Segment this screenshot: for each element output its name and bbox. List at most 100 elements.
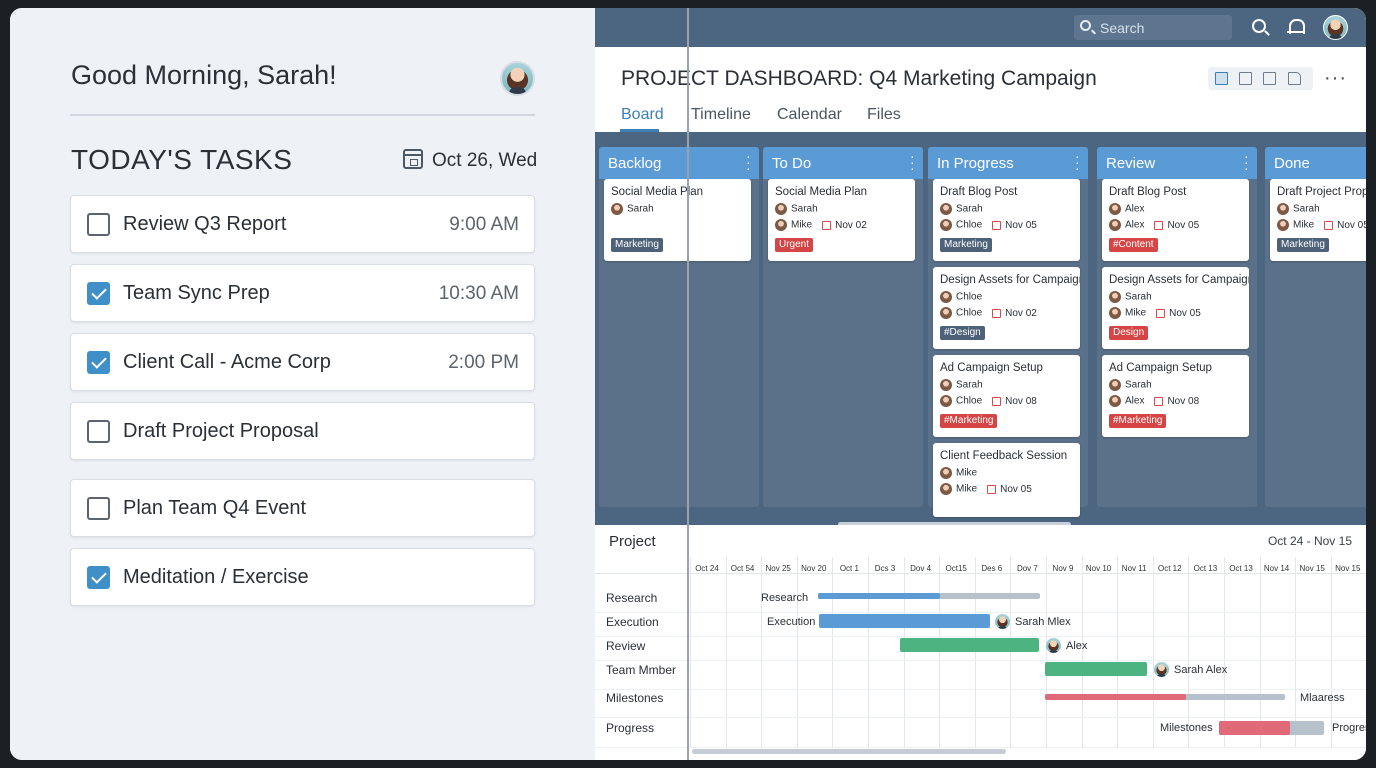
- card-assignee: Alex Nov 08: [1109, 395, 1199, 408]
- tab-timeline[interactable]: Timeline: [691, 106, 751, 123]
- task-card[interactable]: Design Assets for Campaign Chloe Chloe Nov …: [933, 267, 1080, 349]
- column-header: Backlog · · ·: [599, 147, 759, 179]
- gantt-date-label: Nov 20: [801, 564, 827, 573]
- assignee-name: Sarah: [1125, 291, 1152, 303]
- gantt-scrollbar[interactable]: [692, 749, 1006, 754]
- card-title: Draft Project Proposal: [1277, 186, 1366, 198]
- task-item[interactable]: Plan Team Q4 Event: [70, 479, 535, 537]
- tab-board[interactable]: Board: [621, 106, 664, 123]
- task-checkbox[interactable]: [87, 213, 110, 236]
- calendar-view-icon[interactable]: [1263, 72, 1276, 85]
- card-tag: Urgent: [775, 238, 814, 252]
- avatar: [1277, 203, 1289, 215]
- review-bar[interactable]: [900, 638, 1039, 652]
- avatar: [995, 614, 1010, 629]
- gantt-column: [796, 557, 798, 747]
- due-date-text: Nov 05: [1000, 483, 1032, 495]
- task-item[interactable]: Draft Project Proposal: [70, 402, 535, 460]
- task-checkbox[interactable]: [87, 351, 110, 374]
- assignee-name: Mike: [791, 219, 813, 231]
- task-checkbox[interactable]: [87, 497, 110, 520]
- task-card[interactable]: Client Feedback Session Mike Mike Nov 05: [933, 443, 1080, 517]
- avatar: [775, 219, 787, 231]
- column-title: To Do: [772, 155, 812, 172]
- split-handle[interactable]: [687, 8, 689, 760]
- card-assignee: Alex: [1109, 203, 1144, 216]
- avatar: [1046, 638, 1061, 653]
- board-view-icon[interactable]: [1215, 72, 1228, 85]
- file-view-icon[interactable]: [1288, 72, 1301, 85]
- assignee-name: Chloe: [956, 395, 983, 407]
- more-options-icon[interactable]: ···: [1324, 67, 1347, 89]
- assignee-name: Mike: [956, 467, 978, 479]
- board-scrollbar[interactable]: [838, 522, 1071, 527]
- task-card[interactable]: Ad Campaign Setup Sarah Alex Nov 08 #Marketi…: [1102, 355, 1249, 437]
- task-checkbox[interactable]: [87, 566, 110, 589]
- task-card[interactable]: Ad Campaign Setup Sarah Chloe Nov 08 #Market…: [933, 355, 1080, 437]
- research-bar-progress[interactable]: [818, 593, 940, 599]
- task-card[interactable]: Design Assets for Campaign Sarah Mike Nov 0…: [1102, 267, 1249, 349]
- task-name: Client Call - Acme Corp: [123, 351, 331, 373]
- task-item[interactable]: Meditation / Exercise: [70, 548, 535, 606]
- search-icon[interactable]: [1252, 19, 1266, 33]
- card-assignee: Sarah: [775, 203, 818, 216]
- card-tag: Marketing: [940, 238, 992, 252]
- calendar-icon: [1324, 220, 1334, 230]
- column-menu-icon[interactable]: · · ·: [1244, 148, 1249, 176]
- task-card[interactable]: Draft Blog Post Alex Alex Nov 05 #Content: [1102, 179, 1249, 261]
- task-card[interactable]: Draft Blog Post Sarah Chloe Nov 05 Marketing: [933, 179, 1080, 261]
- column-title: Backlog: [608, 155, 662, 172]
- column-title: Done: [1274, 155, 1310, 172]
- tasks-heading: TODAY'S TASKS: [71, 144, 293, 175]
- column-menu-icon[interactable]: · · ·: [910, 148, 915, 176]
- due-date-text: Nov 05: [1169, 307, 1201, 319]
- gantt-row-divider: [595, 636, 1366, 637]
- task-name: Team Sync Prep: [123, 282, 270, 304]
- milestones-bar-progress[interactable]: [1045, 694, 1186, 700]
- team-member-bar[interactable]: [1045, 662, 1147, 676]
- task-item[interactable]: Client Call - Acme Corp 2:00 PM: [70, 333, 535, 391]
- bell-icon[interactable]: [1287, 18, 1305, 36]
- gantt-row-label: Research: [606, 591, 658, 605]
- gantt-row-divider: [595, 717, 1366, 718]
- calendar-icon: [1154, 396, 1164, 406]
- task-card[interactable]: Social Media Plan Sarah Marketing: [604, 179, 751, 261]
- task-item[interactable]: Team Sync Prep 10:30 AM: [70, 264, 535, 322]
- gantt-date-label: Oct 12: [1158, 564, 1182, 573]
- today-date: Oct 26, Wed: [432, 150, 538, 171]
- execution-bar[interactable]: [819, 614, 990, 628]
- tab-files[interactable]: Files: [867, 106, 901, 123]
- card-assignee: Chloe Nov 02: [940, 307, 1037, 320]
- card-title: Social Media Plan: [611, 186, 704, 198]
- due-date-text: Nov 02: [1005, 307, 1037, 319]
- column-menu-icon[interactable]: · · ·: [746, 148, 751, 176]
- assignee-name: Sarah: [627, 203, 654, 215]
- user-avatar[interactable]: [1323, 15, 1348, 40]
- avatar: [611, 203, 623, 215]
- assignee-name: Chloe: [956, 291, 983, 303]
- column-menu-icon[interactable]: · · ·: [1075, 148, 1080, 176]
- gantt-date-label: Nov 25: [765, 564, 791, 573]
- card-title: Social Media Plan: [775, 186, 868, 198]
- search-box[interactable]: [1074, 15, 1232, 40]
- user-avatar[interactable]: [500, 61, 535, 96]
- task-card[interactable]: Social Media Plan Sarah Mike Nov 02 Urgent: [768, 179, 915, 261]
- search-input[interactable]: [1100, 18, 1228, 37]
- task-checkbox[interactable]: [87, 282, 110, 305]
- list-view-icon[interactable]: [1239, 72, 1252, 85]
- task-item[interactable]: Review Q3 Report 9:00 AM: [70, 195, 535, 253]
- search-icon: [1080, 20, 1091, 31]
- divider: [595, 573, 1366, 574]
- greeting-heading: Good Morning, Sarah!: [71, 60, 337, 90]
- avatar: [940, 483, 952, 495]
- calendar-icon: [1154, 220, 1164, 230]
- due-date: Nov 08: [1154, 396, 1199, 407]
- avatar: [1109, 203, 1121, 215]
- tab-calendar[interactable]: Calendar: [777, 106, 842, 123]
- gantt-column: [1259, 557, 1261, 747]
- card-title: Draft Blog Post: [940, 186, 1018, 198]
- task-card[interactable]: Draft Project Proposal Sarah Mike Nov 05 Mar…: [1270, 179, 1366, 261]
- task-checkbox[interactable]: [87, 420, 110, 443]
- progress-bar-fill[interactable]: [1219, 721, 1290, 735]
- calendar-icon: [992, 308, 1002, 318]
